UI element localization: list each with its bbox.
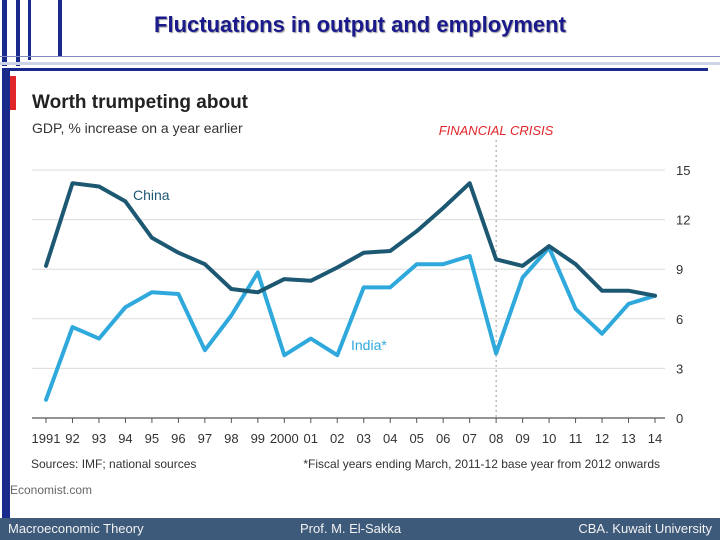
series-label-china: China (133, 187, 170, 203)
frame-vertical-bar-4 (58, 0, 62, 56)
frame-horizontal-bar (0, 62, 720, 65)
x-tick-label: 08 (489, 431, 503, 446)
frame-vertical-bar-2 (16, 0, 20, 66)
chart-sources: Sources: IMF; national sources (31, 457, 196, 471)
y-tick-label: 0 (676, 411, 683, 426)
x-tick-label: 09 (515, 431, 529, 446)
slide-footer: Macroeconomic Theory Prof. M. El-Sakka C… (0, 518, 720, 540)
footer-course: Macroeconomic Theory (8, 521, 144, 536)
x-tick-label: 99 (251, 431, 265, 446)
x-tick-label: 12 (595, 431, 609, 446)
y-tick-label: 3 (676, 361, 683, 376)
chart-panel (2, 68, 708, 523)
y-tick-label: 15 (676, 163, 690, 178)
x-axis-ticks: 1991 92 93 94 95 96 97 98 99 2000 01 02 03 04 05 06 07 08… (32, 418, 662, 446)
frame-vertical-bar-3 (28, 0, 31, 60)
chart-title: Worth trumpeting about (32, 92, 249, 113)
title-accent-bar (10, 76, 16, 110)
x-tick-label: 06 (436, 431, 450, 446)
x-tick-label: 95 (145, 431, 159, 446)
line-chart: Worth trumpeting about GDP, % increase o… (10, 76, 690, 497)
x-tick-label: 07 (462, 431, 476, 446)
series-line-1 (44, 245, 657, 402)
y-tick-label: 6 (676, 312, 683, 327)
x-tick-label: 14 (648, 431, 662, 446)
footer-institution: CBA. Kuwait University (578, 521, 712, 536)
x-tick-label: 04 (383, 431, 397, 446)
frame-horizontal-line (0, 56, 720, 57)
x-tick-label: 93 (92, 431, 106, 446)
x-tick-label: 11 (569, 431, 583, 446)
series-label-india: India* (351, 337, 387, 353)
frame-vertical-bar-1 (2, 0, 7, 66)
x-tick-label: 02 (330, 431, 344, 446)
crisis-annotation: FINANCIAL CRISIS (439, 123, 554, 138)
x-tick-label: 10 (542, 431, 556, 446)
chart-footnote: *Fiscal years ending March, 2011-12 base… (303, 457, 660, 471)
x-tick-label: 1991 (32, 431, 61, 446)
chart-credit: Economist.com (10, 483, 92, 497)
x-tick-label: 96 (171, 431, 185, 446)
series-lines (44, 181, 657, 402)
x-tick-label: 98 (224, 431, 238, 446)
x-tick-label: 13 (621, 431, 635, 446)
x-tick-label: 97 (198, 431, 212, 446)
footer-instructor: Prof. M. El-Sakka (300, 521, 402, 536)
x-tick-label: 03 (357, 431, 371, 446)
x-tick-label: 94 (118, 431, 132, 446)
x-tick-label: 05 (409, 431, 423, 446)
slide-title: Fluctuations in output and employment (154, 12, 566, 37)
chart-subtitle: GDP, % increase on a year earlier (32, 120, 243, 136)
x-tick-label: 92 (65, 431, 79, 446)
series-line-0 (44, 181, 657, 298)
y-tick-label: 12 (676, 213, 690, 228)
y-tick-label: 9 (676, 262, 683, 277)
x-tick-label: 01 (304, 431, 318, 446)
x-tick-label: 2000 (270, 431, 299, 446)
